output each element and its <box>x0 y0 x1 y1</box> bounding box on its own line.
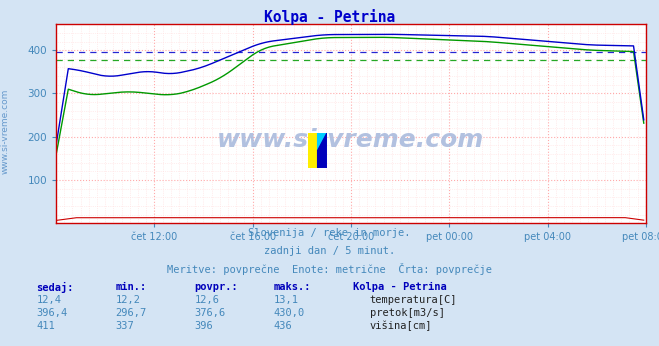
Text: 430,0: 430,0 <box>273 308 304 318</box>
Text: www.si-vreme.com: www.si-vreme.com <box>1 89 10 174</box>
Text: Kolpa - Petrina: Kolpa - Petrina <box>264 9 395 25</box>
Text: pretok[m3/s]: pretok[m3/s] <box>370 308 445 318</box>
Text: 13,1: 13,1 <box>273 295 299 305</box>
Text: višina[cm]: višina[cm] <box>370 321 432 331</box>
Text: 411: 411 <box>36 321 55 331</box>
Polygon shape <box>318 133 327 151</box>
Text: 396: 396 <box>194 321 213 331</box>
Text: povpr.:: povpr.: <box>194 282 238 292</box>
Text: Kolpa - Petrina: Kolpa - Petrina <box>353 282 446 292</box>
Text: 337: 337 <box>115 321 134 331</box>
Text: 396,4: 396,4 <box>36 308 67 318</box>
Text: www.si-vreme.com: www.si-vreme.com <box>217 128 484 152</box>
Text: 12,2: 12,2 <box>115 295 140 305</box>
Text: min.:: min.: <box>115 282 146 292</box>
Text: maks.:: maks.: <box>273 282 311 292</box>
Text: sedaj:: sedaj: <box>36 282 74 293</box>
Text: 296,7: 296,7 <box>115 308 146 318</box>
Text: zadnji dan / 5 minut.: zadnji dan / 5 minut. <box>264 246 395 256</box>
Text: Slovenija / reke in morje.: Slovenija / reke in morje. <box>248 228 411 238</box>
Polygon shape <box>308 133 318 168</box>
Text: 12,6: 12,6 <box>194 295 219 305</box>
Text: temperatura[C]: temperatura[C] <box>370 295 457 305</box>
Text: 12,4: 12,4 <box>36 295 61 305</box>
Text: 436: 436 <box>273 321 292 331</box>
Polygon shape <box>318 133 327 168</box>
Text: Meritve: povprečne  Enote: metrične  Črta: povprečje: Meritve: povprečne Enote: metrične Črta:… <box>167 263 492 275</box>
Text: 376,6: 376,6 <box>194 308 225 318</box>
